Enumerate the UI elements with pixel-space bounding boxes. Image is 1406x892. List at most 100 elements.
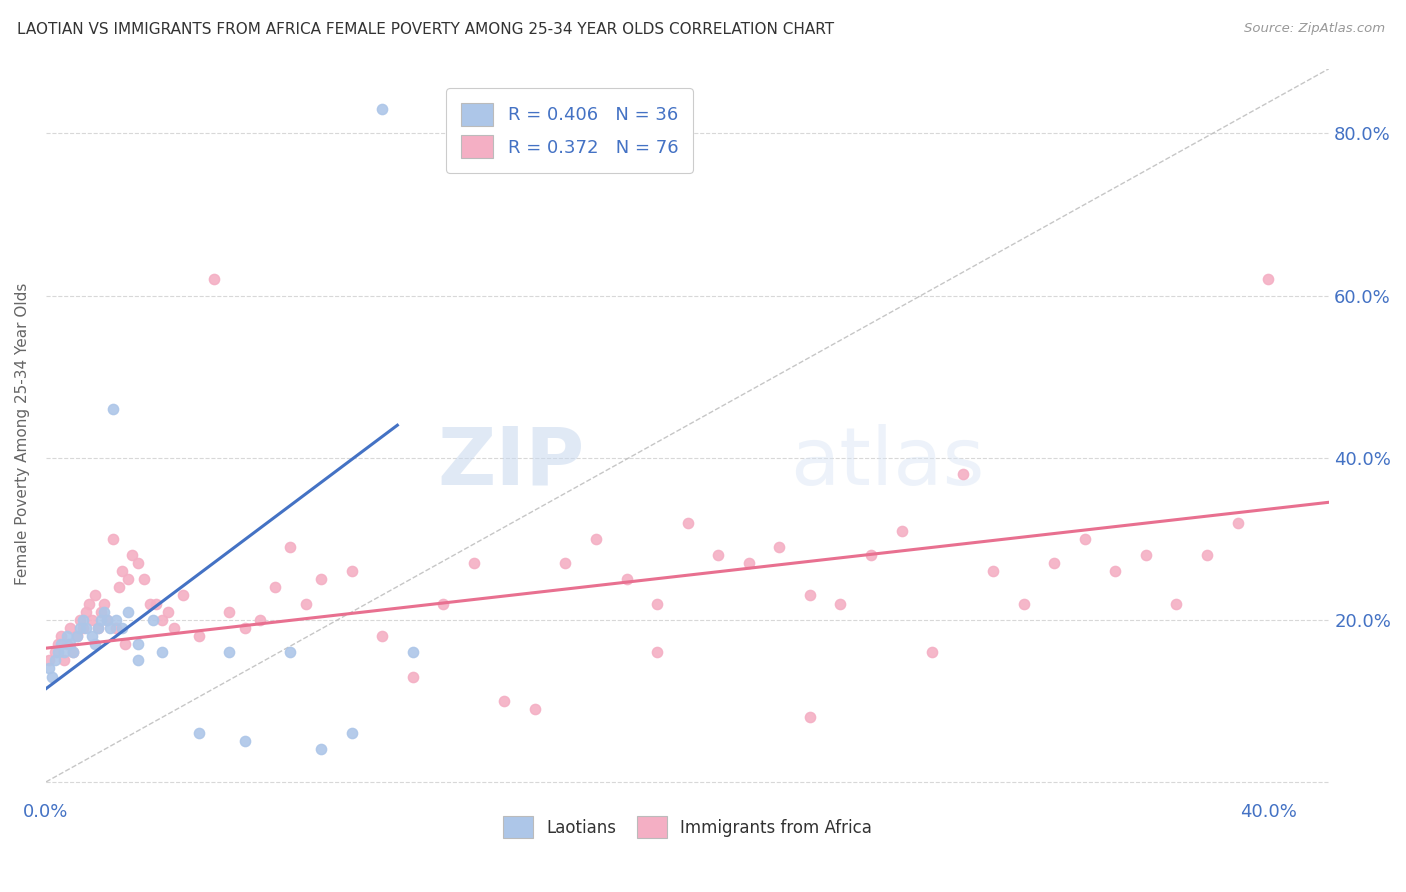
Point [187, 726, 209, 740]
Point [371, 629, 394, 643]
Point [799, 710, 821, 724]
Point [142, 613, 165, 627]
Point [264, 580, 287, 594]
Point [952, 467, 974, 481]
Point [280, 540, 302, 554]
Point [75, 621, 97, 635]
Point [56, 637, 79, 651]
Point [53, 645, 76, 659]
Point [707, 548, 730, 562]
Point [150, 613, 173, 627]
Point [921, 645, 943, 659]
Point [46, 645, 69, 659]
Point [111, 621, 134, 635]
Point [1135, 548, 1157, 562]
Point [218, 605, 240, 619]
Point [90, 613, 112, 627]
Point [585, 532, 607, 546]
Text: ZIP: ZIP [437, 424, 585, 501]
Point [1195, 548, 1218, 562]
Point [401, 645, 423, 659]
Point [294, 597, 316, 611]
Point [1166, 597, 1188, 611]
Point [890, 524, 912, 538]
Point [111, 564, 134, 578]
Point [96, 613, 118, 627]
Point [280, 645, 302, 659]
Point [93, 605, 115, 619]
Point [401, 669, 423, 683]
Point [69, 621, 91, 635]
Point [44, 653, 66, 667]
Point [62, 645, 84, 659]
Point [340, 564, 363, 578]
Point [1012, 597, 1035, 611]
Point [65, 629, 87, 643]
Point [83, 589, 105, 603]
Point [38, 661, 60, 675]
Point [69, 613, 91, 627]
Point [105, 613, 128, 627]
Point [44, 645, 66, 659]
Point [62, 645, 84, 659]
Point [249, 613, 271, 627]
Point [139, 597, 162, 611]
Point [59, 637, 82, 651]
Point [645, 645, 668, 659]
Point [103, 532, 125, 546]
Point [105, 621, 128, 635]
Point [523, 702, 546, 716]
Point [127, 556, 149, 570]
Point [108, 580, 131, 594]
Point [494, 694, 516, 708]
Point [59, 621, 82, 635]
Point [172, 589, 194, 603]
Point [340, 726, 363, 740]
Point [75, 605, 97, 619]
Text: Source: ZipAtlas.com: Source: ZipAtlas.com [1244, 22, 1385, 36]
Point [1257, 272, 1279, 286]
Point [554, 556, 576, 570]
Point [56, 629, 79, 643]
Point [80, 613, 103, 627]
Point [1226, 516, 1249, 530]
Legend: Laotians, Immigrants from Africa: Laotians, Immigrants from Africa [496, 810, 879, 845]
Point [645, 597, 668, 611]
Point [157, 605, 180, 619]
Point [463, 556, 485, 570]
Point [72, 613, 94, 627]
Point [72, 621, 94, 635]
Point [799, 589, 821, 603]
Point [53, 653, 76, 667]
Point [103, 402, 125, 417]
Point [309, 742, 332, 756]
Point [145, 597, 167, 611]
Point [80, 629, 103, 643]
Point [93, 597, 115, 611]
Point [98, 621, 121, 635]
Point [117, 572, 139, 586]
Point [981, 564, 1004, 578]
Point [87, 621, 110, 635]
Point [768, 540, 790, 554]
Point [1043, 556, 1066, 570]
Point [46, 637, 69, 651]
Point [432, 597, 454, 611]
Point [187, 629, 209, 643]
Point [830, 597, 852, 611]
Point [96, 613, 118, 627]
Point [132, 572, 155, 586]
Y-axis label: Female Poverty Among 25-34 Year Olds: Female Poverty Among 25-34 Year Olds [15, 282, 30, 584]
Point [233, 621, 256, 635]
Point [51, 629, 73, 643]
Point [218, 645, 240, 659]
Point [121, 548, 143, 562]
Point [163, 621, 186, 635]
Point [150, 645, 173, 659]
Point [51, 637, 73, 651]
Point [83, 637, 105, 651]
Point [1104, 564, 1126, 578]
Text: atlas: atlas [790, 424, 984, 501]
Point [77, 597, 100, 611]
Point [616, 572, 638, 586]
